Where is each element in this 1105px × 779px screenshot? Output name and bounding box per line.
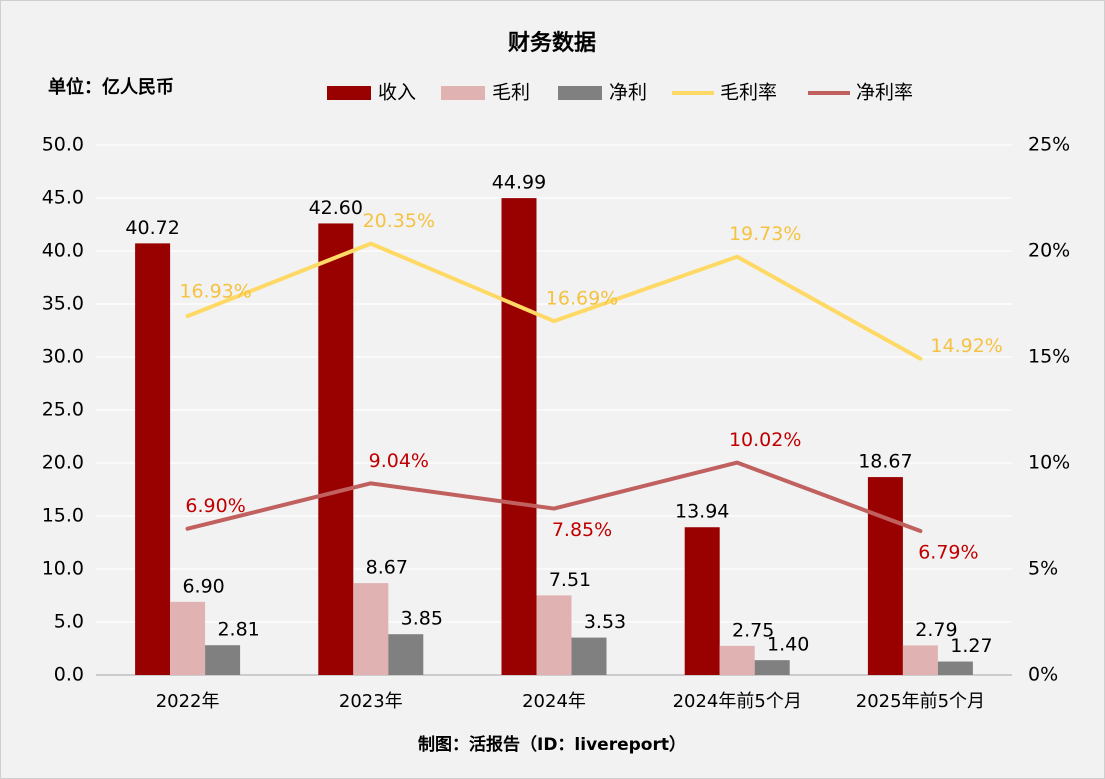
- line-label-毛利率: 16.69%: [546, 288, 618, 310]
- legend-label-净利: 净利: [609, 82, 647, 104]
- chart-title: 财务数据: [508, 30, 596, 56]
- line-label-毛利率: 14.92%: [930, 335, 1002, 357]
- legend-label-毛利率: 毛利率: [720, 82, 777, 104]
- legend-label-毛利: 毛利: [492, 82, 530, 104]
- y-left-tick-label: 30.0: [42, 346, 84, 368]
- bar-收入: [501, 198, 537, 675]
- y-left-tick-label: 25.0: [42, 399, 84, 421]
- bar-收入: [684, 527, 720, 675]
- y-right-tick-label: 15%: [1028, 346, 1070, 368]
- line-label-净利率: 6.79%: [918, 542, 978, 564]
- line-毛利率: [185, 241, 923, 361]
- bar-毛利: [719, 645, 755, 675]
- line-label-净利率: 9.04%: [369, 450, 429, 472]
- line-label-净利率: 10.02%: [729, 429, 801, 451]
- legend-swatch-毛利: [441, 86, 485, 100]
- legend-label-收入: 收入: [378, 82, 416, 104]
- line-label-毛利率: 19.73%: [729, 223, 801, 245]
- y-right-tick-label: 10%: [1028, 452, 1070, 474]
- bar-label-毛利: 8.67: [366, 557, 408, 579]
- bar-毛利: [902, 645, 938, 675]
- bar-净利: [754, 660, 790, 675]
- legend-swatch-净利: [558, 86, 602, 100]
- bar-毛利: [536, 595, 572, 675]
- x-tick-label: 2024年前5个月: [673, 691, 802, 712]
- bar-收入: [318, 223, 354, 675]
- legend-swatch-收入: [327, 86, 371, 100]
- y-left-tick-label: 10.0: [42, 558, 84, 580]
- x-tick-label: 2025年前5个月: [856, 691, 985, 712]
- y-right-tick-label: 5%: [1028, 558, 1058, 580]
- bar-label-毛利: 7.51: [549, 569, 591, 591]
- bar-净利: [937, 661, 973, 675]
- legend-label-净利率: 净利率: [856, 82, 913, 104]
- y-left-tick-label: 5.0: [54, 611, 84, 633]
- bar-收入: [867, 477, 903, 675]
- bar-label-净利: 2.81: [217, 619, 259, 641]
- x-tick-label: 2022年: [156, 691, 220, 712]
- y-left-tick-label: 15.0: [42, 505, 84, 527]
- x-tick-label: 2023年: [339, 691, 403, 712]
- line-label-净利率: 7.85%: [552, 519, 612, 541]
- line-label-毛利率: 16.93%: [179, 281, 251, 303]
- bar-label-收入: 13.94: [675, 501, 729, 523]
- footer-credit: 制图：活报告（ID：livereport）: [418, 734, 686, 755]
- y-left-tick-label: 40.0: [42, 240, 84, 262]
- y-right-tick-label: 20%: [1028, 240, 1070, 262]
- line-label-净利率: 6.90%: [185, 495, 245, 517]
- y-left-tick-label: 50.0: [42, 134, 84, 156]
- bar-净利: [205, 645, 241, 675]
- unit-label: 单位：亿人民币: [48, 76, 174, 98]
- bar-label-毛利: 6.90: [182, 575, 224, 597]
- line-净利率: [185, 460, 923, 534]
- bar-label-收入: 44.99: [492, 172, 546, 194]
- y-left-tick-label: 35.0: [42, 293, 84, 315]
- y-left-tick-label: 0.0: [54, 664, 84, 686]
- bar-label-收入: 42.60: [309, 197, 363, 219]
- bar-label-毛利: 2.79: [915, 619, 957, 641]
- bar-净利: [571, 637, 607, 675]
- bar-label-净利: 1.27: [950, 635, 992, 657]
- bar-label-收入: 18.67: [858, 451, 912, 473]
- bar-净利: [388, 634, 424, 675]
- y-left-tick-label: 20.0: [42, 452, 84, 474]
- bar-label-净利: 1.40: [767, 634, 809, 656]
- bar-label-收入: 40.72: [125, 217, 179, 239]
- line-label-毛利率: 20.35%: [363, 210, 435, 232]
- bar-毛利: [353, 583, 389, 675]
- bar-毛利: [170, 601, 206, 675]
- y-left-tick-label: 45.0: [42, 187, 84, 209]
- x-tick-label: 2024年: [522, 691, 586, 712]
- bar-label-净利: 3.85: [401, 608, 443, 630]
- y-right-tick-label: 0%: [1028, 664, 1058, 686]
- bar-label-毛利: 2.75: [732, 619, 774, 641]
- bar-label-净利: 3.53: [584, 611, 626, 633]
- bar-收入: [135, 243, 171, 676]
- y-right-tick-label: 25%: [1028, 134, 1070, 156]
